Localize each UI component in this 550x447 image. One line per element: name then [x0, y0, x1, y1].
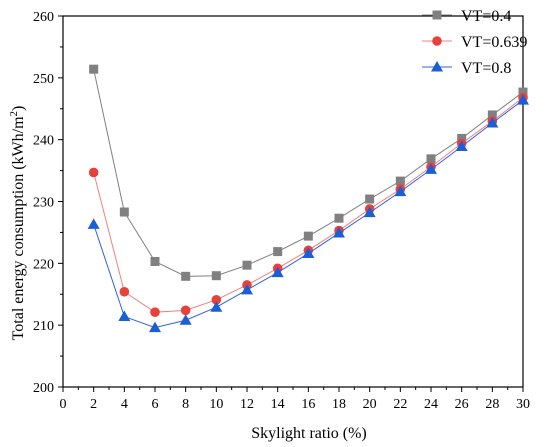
data-point: [181, 271, 191, 281]
y-axis-title: Total energy consumption (kWh/m2): [8, 106, 27, 341]
y-axis-title-main: Total energy consumption (kWh/m: [10, 116, 27, 340]
data-point: [271, 266, 284, 278]
data-point: [179, 314, 192, 325]
data-point: [518, 87, 528, 97]
legend-item-1: VT=0.4: [422, 8, 511, 25]
series-3: [87, 94, 529, 333]
data-point: [211, 295, 222, 305]
data-point: [150, 307, 160, 317]
x-tick-label: 20: [363, 397, 377, 412]
data-point: [273, 247, 283, 257]
x-tick-label: 6: [152, 397, 159, 412]
x-tick-label: 10: [209, 397, 223, 412]
data-point: [365, 194, 375, 204]
data-point: [210, 301, 223, 312]
data-point: [517, 94, 529, 105]
series-line: [93, 69, 524, 277]
data-point: [334, 213, 344, 223]
x-tick-label: 2: [90, 397, 97, 412]
legend-label: VT=0.4: [461, 8, 511, 25]
legend-label: VT=0.639: [461, 34, 527, 51]
x-tick-label: 8: [182, 397, 189, 412]
data-point: [395, 176, 405, 186]
y-tick-label: 210: [33, 319, 54, 334]
plot-frame: [62, 15, 524, 388]
data-point: [363, 206, 376, 218]
legend: VT=0.4 VT=0.639 VT=0.8: [422, 8, 527, 77]
data-point: [119, 286, 130, 297]
data-point: [88, 167, 99, 178]
data-point: [333, 227, 345, 238]
data-point: [241, 283, 253, 295]
series-1: [89, 64, 528, 281]
data-point: [487, 110, 497, 120]
legend-swatch-marker: [432, 36, 442, 46]
data-point: [211, 271, 221, 281]
x-tick-label: 28: [485, 397, 499, 412]
y-tick-label: 260: [33, 10, 54, 25]
series-2: [88, 92, 528, 317]
series-layer: [87, 64, 529, 333]
x-tick-label: 30: [516, 397, 530, 412]
data-point: [394, 185, 407, 197]
data-point: [455, 140, 468, 151]
x-tick-label: 12: [240, 397, 254, 412]
legend-swatch-marker: [432, 10, 442, 20]
axes: 0 2 4 6 8 10 12 14 16 18 20 22 24 26 28 302002102202302…: [33, 10, 530, 412]
y-tick-label: 220: [33, 257, 54, 272]
y-axis-title-close: ): [10, 106, 27, 111]
data-point: [89, 64, 99, 74]
legend-label: VT=0.8: [461, 60, 511, 77]
legend-item-2: VT=0.639: [422, 34, 527, 51]
data-point: [119, 207, 129, 217]
x-tick-label: 14: [271, 397, 285, 412]
data-point: [87, 218, 100, 229]
y-tick-label: 200: [33, 381, 54, 396]
x-tick-label: 26: [455, 397, 469, 412]
data-point: [149, 321, 161, 333]
data-point: [150, 256, 160, 266]
data-point: [180, 305, 191, 316]
data-point: [426, 154, 436, 164]
y-tick-label: 250: [33, 72, 54, 87]
data-point: [457, 133, 467, 143]
x-tick-label: 18: [332, 397, 346, 412]
x-tick-label: 4: [121, 397, 128, 412]
data-point: [242, 260, 252, 270]
x-tick-label: 22: [393, 397, 407, 412]
series-line: [93, 97, 524, 313]
data-point: [118, 310, 131, 322]
data-point: [302, 247, 315, 258]
data-point: [486, 116, 499, 128]
x-axis-title: Skylight ratio (%): [251, 425, 367, 442]
data-point: [425, 163, 437, 174]
x-tick-label: 24: [424, 397, 438, 412]
y-tick-label: 240: [33, 134, 54, 149]
x-tick-label: 16: [301, 397, 315, 412]
legend-item-3: VT=0.8: [422, 60, 511, 77]
y-axis-title-sup: 2: [8, 111, 20, 117]
y-tick-label: 230: [33, 196, 54, 211]
x-tick-label: 0: [60, 397, 67, 412]
legend-swatch-marker: [431, 61, 443, 72]
data-point: [303, 231, 313, 241]
